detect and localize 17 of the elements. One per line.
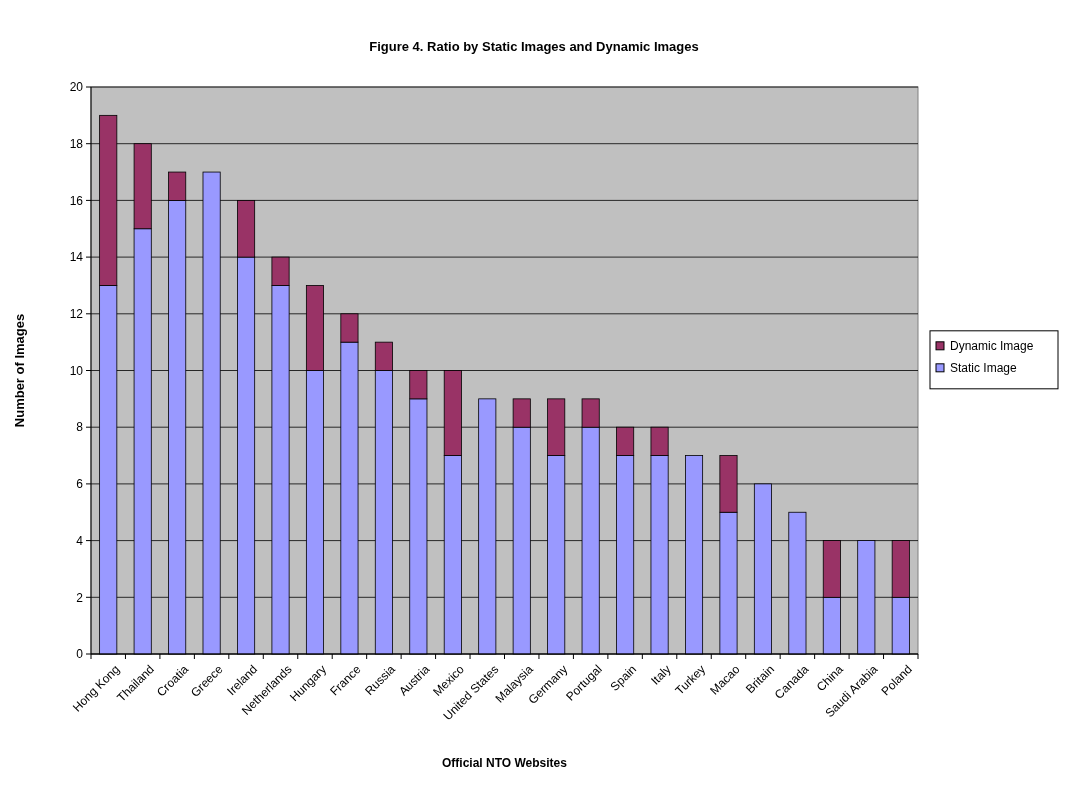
x-axis-title: Official NTO Websites [442,756,568,770]
y-tick-label: 4 [76,533,84,548]
y-tick-label: 10 [69,363,84,378]
y-tick-label: 12 [69,307,84,321]
y-axis-title: Number of Images [12,313,27,428]
y-tick-label: 16 [69,193,84,208]
x-tick-label: Italy [648,662,674,688]
y-tick-label: 0 [76,647,84,662]
y-tick-label: 14 [69,250,84,265]
legend-label: Static Image [950,361,1018,376]
y-tick-label: 20 [69,80,84,95]
legend-label: Dynamic Image [950,339,1034,354]
y-tick-label: 8 [76,420,84,435]
y-tick-label: 2 [76,590,84,605]
y-tick-label: 6 [76,477,84,492]
y-tick-label: 18 [69,136,84,151]
chart-title: Figure 4. Ratio by Static Images and Dynamic Images [369,39,699,54]
